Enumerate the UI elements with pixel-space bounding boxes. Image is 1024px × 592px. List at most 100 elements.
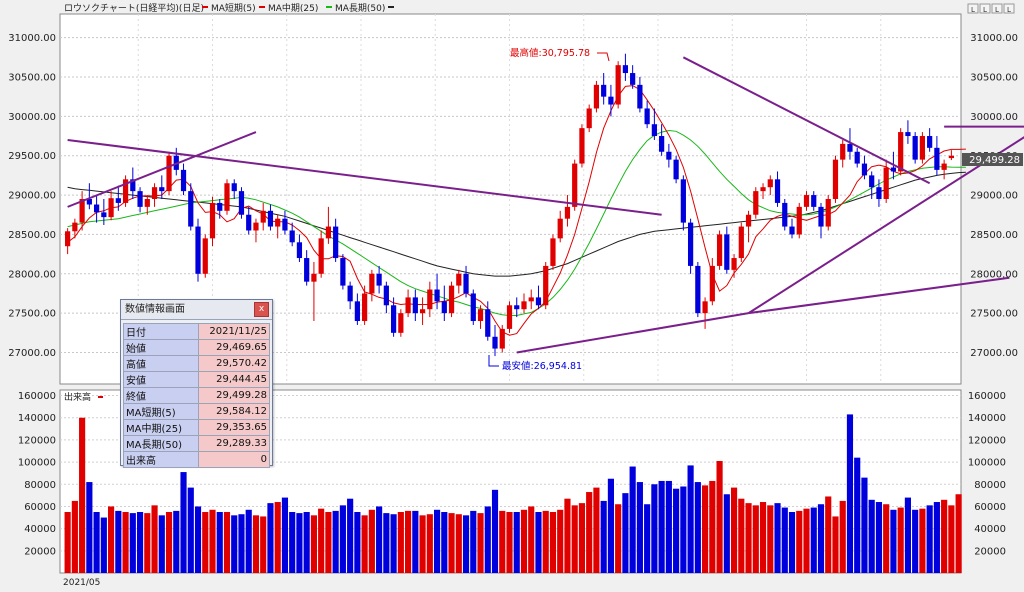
volume-bar <box>883 504 890 573</box>
volume-bar <box>680 486 687 573</box>
trendline[interactable] <box>67 138 662 216</box>
candle-body <box>716 234 723 266</box>
volume-bar <box>636 482 643 573</box>
legend-marker-mid <box>259 6 265 8</box>
current-value-tag: 29,499.28 <box>962 153 1023 166</box>
candle-body <box>572 163 578 207</box>
candle-body <box>695 265 701 314</box>
volume-bar <box>165 512 173 573</box>
volume-bar <box>919 508 926 573</box>
info-key: 安値 <box>123 371 199 388</box>
candle-body <box>514 305 520 310</box>
price-axis-ticks: 31000.00 31000.00 30500.00 30500.00 30000.00… <box>8 33 1018 359</box>
volume-bar <box>651 484 658 573</box>
volume-bar <box>803 508 810 573</box>
volume-bar <box>622 493 629 573</box>
candle-body <box>796 206 802 235</box>
volume-bar <box>564 498 571 573</box>
volume-bar <box>796 510 803 573</box>
candle-body <box>137 191 143 207</box>
volume-bar <box>64 512 71 573</box>
volume-tick-left: 60000 <box>24 502 56 513</box>
volume-bar <box>759 502 767 573</box>
window-button-4[interactable] <box>1003 3 1015 14</box>
candle-body <box>934 147 940 170</box>
volume-bar <box>586 492 593 573</box>
volume-bar <box>252 515 260 573</box>
window-button-3-label: L <box>995 6 999 14</box>
volume-bar <box>383 513 390 573</box>
volume-tick-right: 140000 <box>968 413 1006 424</box>
candle-body <box>217 202 223 211</box>
window-button-3[interactable] <box>991 3 1003 14</box>
candle-body <box>760 187 766 192</box>
candle-body <box>448 285 455 314</box>
volume-tick-left: 20000 <box>24 546 56 557</box>
volume-bar <box>491 489 499 573</box>
candle-body <box>311 273 317 282</box>
trendline[interactable] <box>748 276 1010 315</box>
info-row: MA中期(25) 29,353.65 <box>123 419 270 436</box>
window-button-1-label: L <box>971 6 975 14</box>
candle-body <box>666 151 672 160</box>
trendline[interactable] <box>682 56 931 185</box>
header-legend: ロウソクチャート(日経平均)(日足) MA短期(5) MA中期(25) MA長期… <box>64 2 394 14</box>
candle-body <box>463 273 469 294</box>
volume-bar <box>752 505 759 573</box>
volume-bar <box>557 509 564 573</box>
candle-body <box>477 309 484 322</box>
candle-body <box>376 273 382 286</box>
candle-body <box>354 301 360 322</box>
candle-body <box>593 84 600 109</box>
info-panel[interactable]: 数値情報画面 x 日付 2021/11/25 始値 29,469.65 高値 29,570… <box>120 299 273 468</box>
candle-body <box>731 258 737 270</box>
candle-body <box>825 199 831 227</box>
trendline[interactable] <box>67 131 257 208</box>
price-tick-left: 29000.00 <box>8 191 56 202</box>
price-tick-left: 27000.00 <box>8 348 56 359</box>
candle-body <box>854 151 860 164</box>
candle-body <box>369 273 375 294</box>
candle-body <box>289 230 295 243</box>
volume-bar <box>593 487 600 573</box>
info-panel-title: 数値情報画面 <box>121 300 272 320</box>
candle-body <box>238 191 245 215</box>
volume-bar <box>202 512 209 573</box>
info-row: MA長期(50) 29,289.33 <box>123 435 270 452</box>
volume-tick-right: 120000 <box>968 435 1006 446</box>
info-key: 終値 <box>123 387 199 404</box>
volume-bar <box>702 485 709 573</box>
candle-body <box>579 128 585 164</box>
volume-bar <box>187 487 194 573</box>
volume-bar <box>412 510 419 573</box>
volume-bar <box>405 510 412 573</box>
info-value: 29,570.42 <box>198 355 270 372</box>
candle-body <box>521 301 527 310</box>
info-row: MA短期(5) 29,584.12 <box>123 403 270 420</box>
window-button-1[interactable] <box>967 3 979 14</box>
candle-body <box>296 242 303 259</box>
volume-bar <box>535 512 542 573</box>
volume-bar <box>441 512 448 573</box>
volume-bar <box>615 504 622 573</box>
volume-bar <box>926 505 933 573</box>
volume-bar <box>361 515 368 573</box>
candle-body <box>362 293 368 322</box>
candle-body <box>151 187 158 199</box>
candle-body <box>144 199 150 207</box>
info-panel-close-button[interactable]: x <box>254 302 269 317</box>
info-value: 0 <box>198 451 270 468</box>
info-row: 日付 2021/11/25 <box>123 323 270 340</box>
info-key: MA中期(25) <box>123 419 199 436</box>
high-pointer <box>597 52 610 62</box>
info-value: 29,499.28 <box>198 387 270 404</box>
trendline[interactable] <box>516 312 749 354</box>
candle-body <box>419 309 426 314</box>
candle-body <box>195 226 201 274</box>
candle-body <box>890 167 897 172</box>
volume-bar <box>325 512 332 573</box>
info-row: 安値 29,444.45 <box>123 371 270 388</box>
window-button-2[interactable] <box>979 3 991 14</box>
low-label: 最安値:26,954.81 <box>502 360 582 372</box>
volume-bar <box>158 515 165 573</box>
